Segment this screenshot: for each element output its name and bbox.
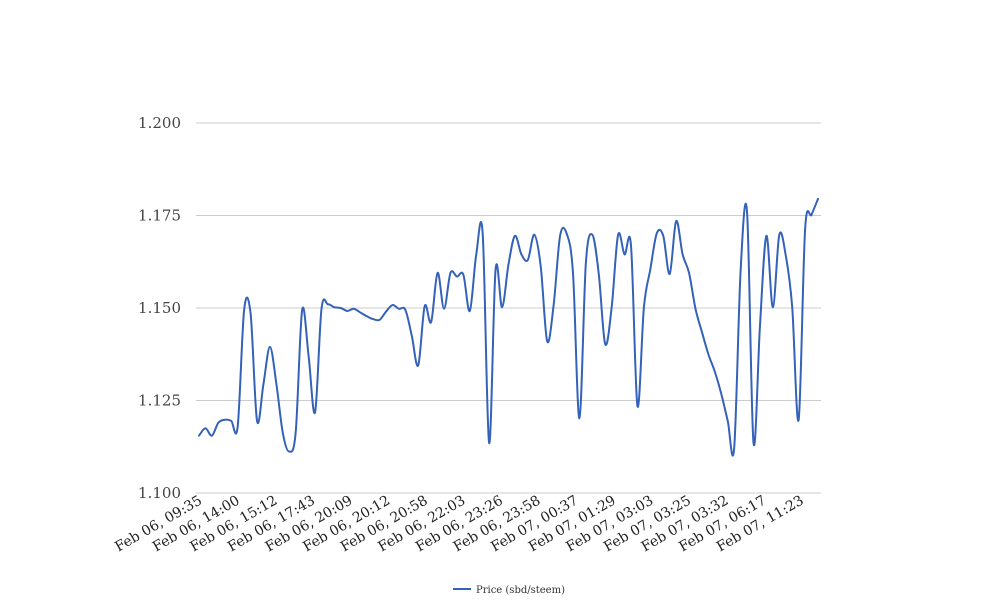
legend-label: Price (sbd/steem) [476,585,565,596]
price-series-line [198,197,819,457]
y-axis-ticks: 1.100 1.125 1.150 1.175 1.200 [138,114,181,502]
y-tick-label: 1.100 [138,484,181,502]
y-tick-label: 1.200 [138,114,181,132]
y-tick-label: 1.150 [138,299,181,317]
gridlines [196,122,821,494]
y-tick-label: 1.125 [138,392,181,410]
y-tick-label: 1.175 [138,207,181,225]
legend: Price (sbd/steem) [453,585,565,596]
